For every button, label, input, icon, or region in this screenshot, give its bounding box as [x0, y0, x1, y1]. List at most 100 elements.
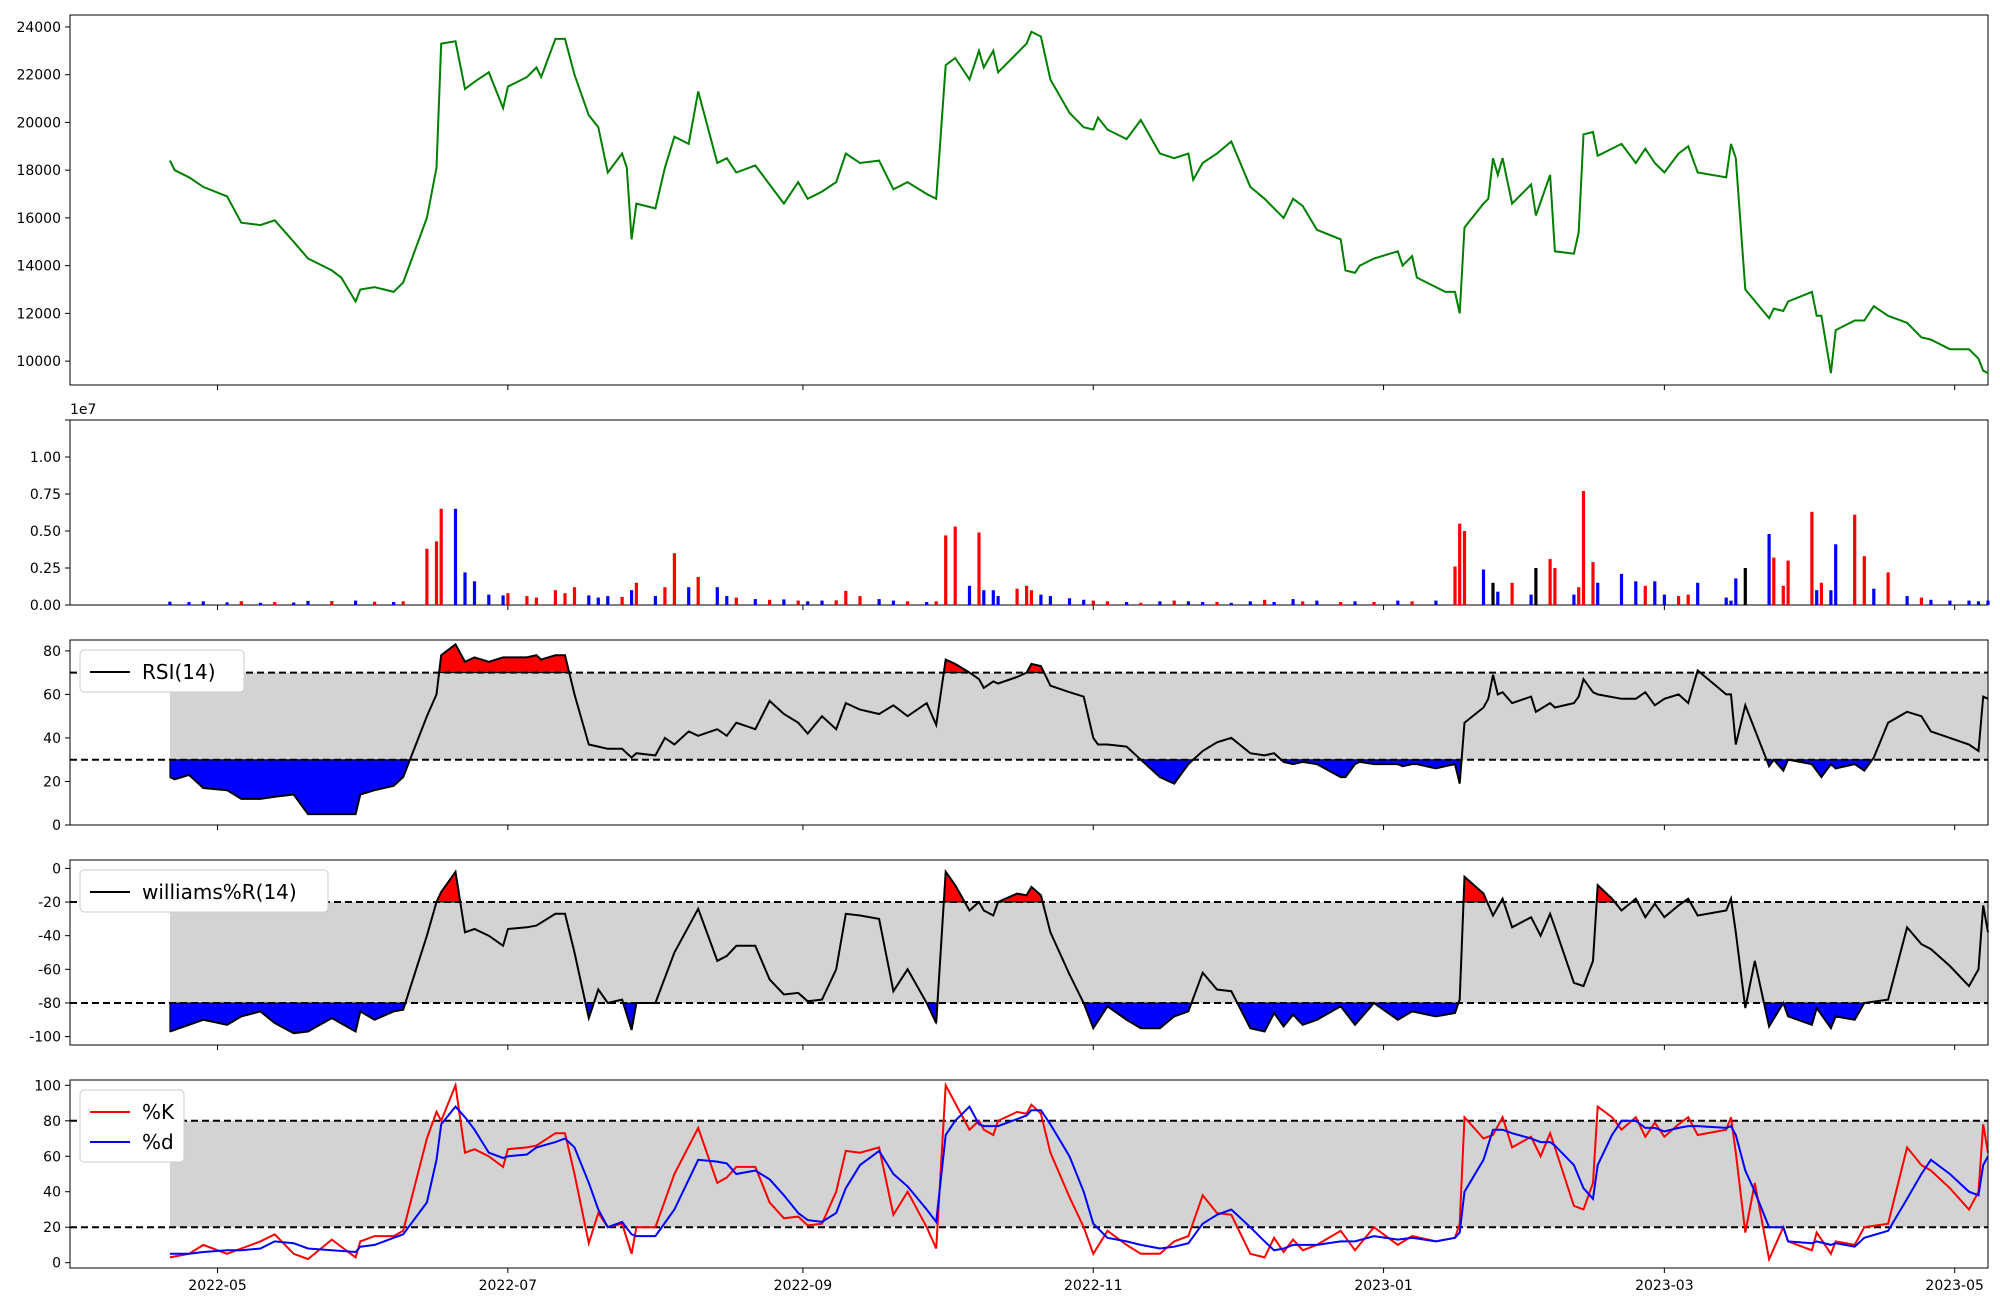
volume-bar	[1696, 582, 1700, 605]
volume-bar	[506, 593, 510, 605]
volume-bar	[1986, 600, 1990, 605]
neutral-band	[169, 902, 1988, 1003]
volume-bar	[620, 596, 624, 605]
volume-panel	[69, 419, 1989, 606]
y-tick-label: 22000	[16, 68, 61, 84]
volume-bar	[1976, 601, 1981, 605]
volume-bar	[239, 601, 243, 605]
volume-bar	[967, 585, 972, 605]
volume-bar	[1186, 601, 1190, 605]
volume-bar	[1105, 601, 1110, 605]
volume-bar	[1462, 531, 1467, 605]
volume-bar	[401, 601, 405, 605]
volume-bar	[168, 601, 172, 605]
x-tick-label: 2022-09	[774, 1278, 833, 1294]
price-panel	[69, 14, 1989, 386]
volume-bar	[1634, 581, 1638, 605]
volume-bar	[587, 595, 591, 605]
volume-bar	[1967, 600, 1971, 605]
volume-bar	[1067, 598, 1072, 605]
volume-bar	[1125, 602, 1129, 605]
volume-bar	[1553, 568, 1557, 605]
volume-bar	[1315, 600, 1319, 605]
volume-bar	[1410, 601, 1414, 605]
volume-bar	[1781, 585, 1785, 605]
volume-bar	[201, 601, 205, 605]
y-tick-label: 0	[52, 1256, 61, 1272]
price-line	[169, 30, 1989, 374]
y-tick-label: 20	[43, 1220, 61, 1236]
volume-bar	[834, 600, 838, 605]
legend-label: williams%R(14)	[142, 880, 297, 904]
volume-bar	[1496, 591, 1500, 605]
x-tick-label: 2022-07	[479, 1278, 538, 1294]
volume-bar	[1434, 600, 1438, 605]
volume-bar	[1201, 602, 1205, 605]
volume-bar	[891, 600, 895, 605]
volume-bar	[487, 594, 491, 605]
volume-bar	[1653, 581, 1657, 605]
legend-label: RSI(14)	[142, 660, 216, 684]
y-tick-label: 1.00	[30, 450, 61, 466]
volume-bar	[1810, 511, 1814, 605]
volume-bar	[944, 535, 948, 605]
volume-bar	[1572, 594, 1576, 605]
volume-bar	[572, 587, 577, 605]
volume-bar	[753, 599, 757, 605]
y-tick-label: 0.00	[30, 598, 61, 614]
volume-bar	[1025, 585, 1029, 605]
volume-bar	[1581, 491, 1586, 605]
volume-bar	[1534, 568, 1538, 605]
volume-bar	[1458, 523, 1462, 605]
volume-bar	[1786, 560, 1790, 605]
volume-bar	[982, 590, 986, 605]
volume-bar	[1339, 602, 1343, 605]
volume-bar	[1229, 602, 1233, 605]
volume-bar	[1724, 597, 1728, 605]
volume-bar	[782, 599, 786, 605]
volume-bar	[1819, 582, 1823, 605]
volume-bar	[1510, 582, 1514, 605]
volume-bar	[1834, 544, 1838, 605]
volume-bar	[596, 597, 600, 605]
volume-bar	[1091, 600, 1095, 605]
neutral-band	[169, 1120, 1988, 1228]
volume-bar	[273, 602, 277, 605]
y-tick-label: 0	[52, 818, 61, 834]
williams-line	[169, 868, 1989, 1035]
volume-bar	[501, 595, 505, 605]
volume-bar	[1029, 590, 1033, 605]
volume-bar	[472, 581, 477, 605]
stochastic-d-line	[169, 1104, 1989, 1255]
volume-bar	[1677, 596, 1681, 605]
volume-bar	[534, 597, 538, 605]
y-tick-label: -60	[38, 962, 61, 978]
y-tick-label: 40	[43, 731, 61, 747]
volume-bar	[1662, 594, 1666, 605]
volume-bar	[820, 600, 824, 605]
y-tick-label: 0.75	[30, 487, 61, 503]
volume-bar	[553, 590, 557, 605]
volume-bar	[425, 548, 429, 605]
volume-bar	[1015, 588, 1019, 605]
volume-bar	[1772, 557, 1776, 605]
y-tick-label: -40	[38, 929, 61, 945]
y-tick-label: -80	[38, 996, 61, 1012]
volume-bar	[1829, 590, 1833, 605]
y-tick-label: 0	[52, 861, 61, 877]
volume-bar	[806, 601, 810, 605]
y-tick-label: 18000	[16, 163, 61, 179]
volume-bar	[925, 602, 929, 605]
volume-bar	[1767, 534, 1771, 605]
y-tick-label: 20000	[16, 115, 61, 131]
legend-label: %K	[142, 1100, 175, 1124]
y-tick-label: 12000	[16, 306, 61, 322]
volume-bar	[1272, 602, 1276, 605]
y-tick-label: 80	[43, 1114, 61, 1130]
volume-bar	[934, 601, 938, 605]
volume-bar	[1919, 597, 1923, 605]
volume-bar	[953, 526, 957, 605]
volume-bar	[977, 532, 981, 605]
volume-bar	[1886, 572, 1890, 605]
volume-bar	[563, 593, 567, 605]
